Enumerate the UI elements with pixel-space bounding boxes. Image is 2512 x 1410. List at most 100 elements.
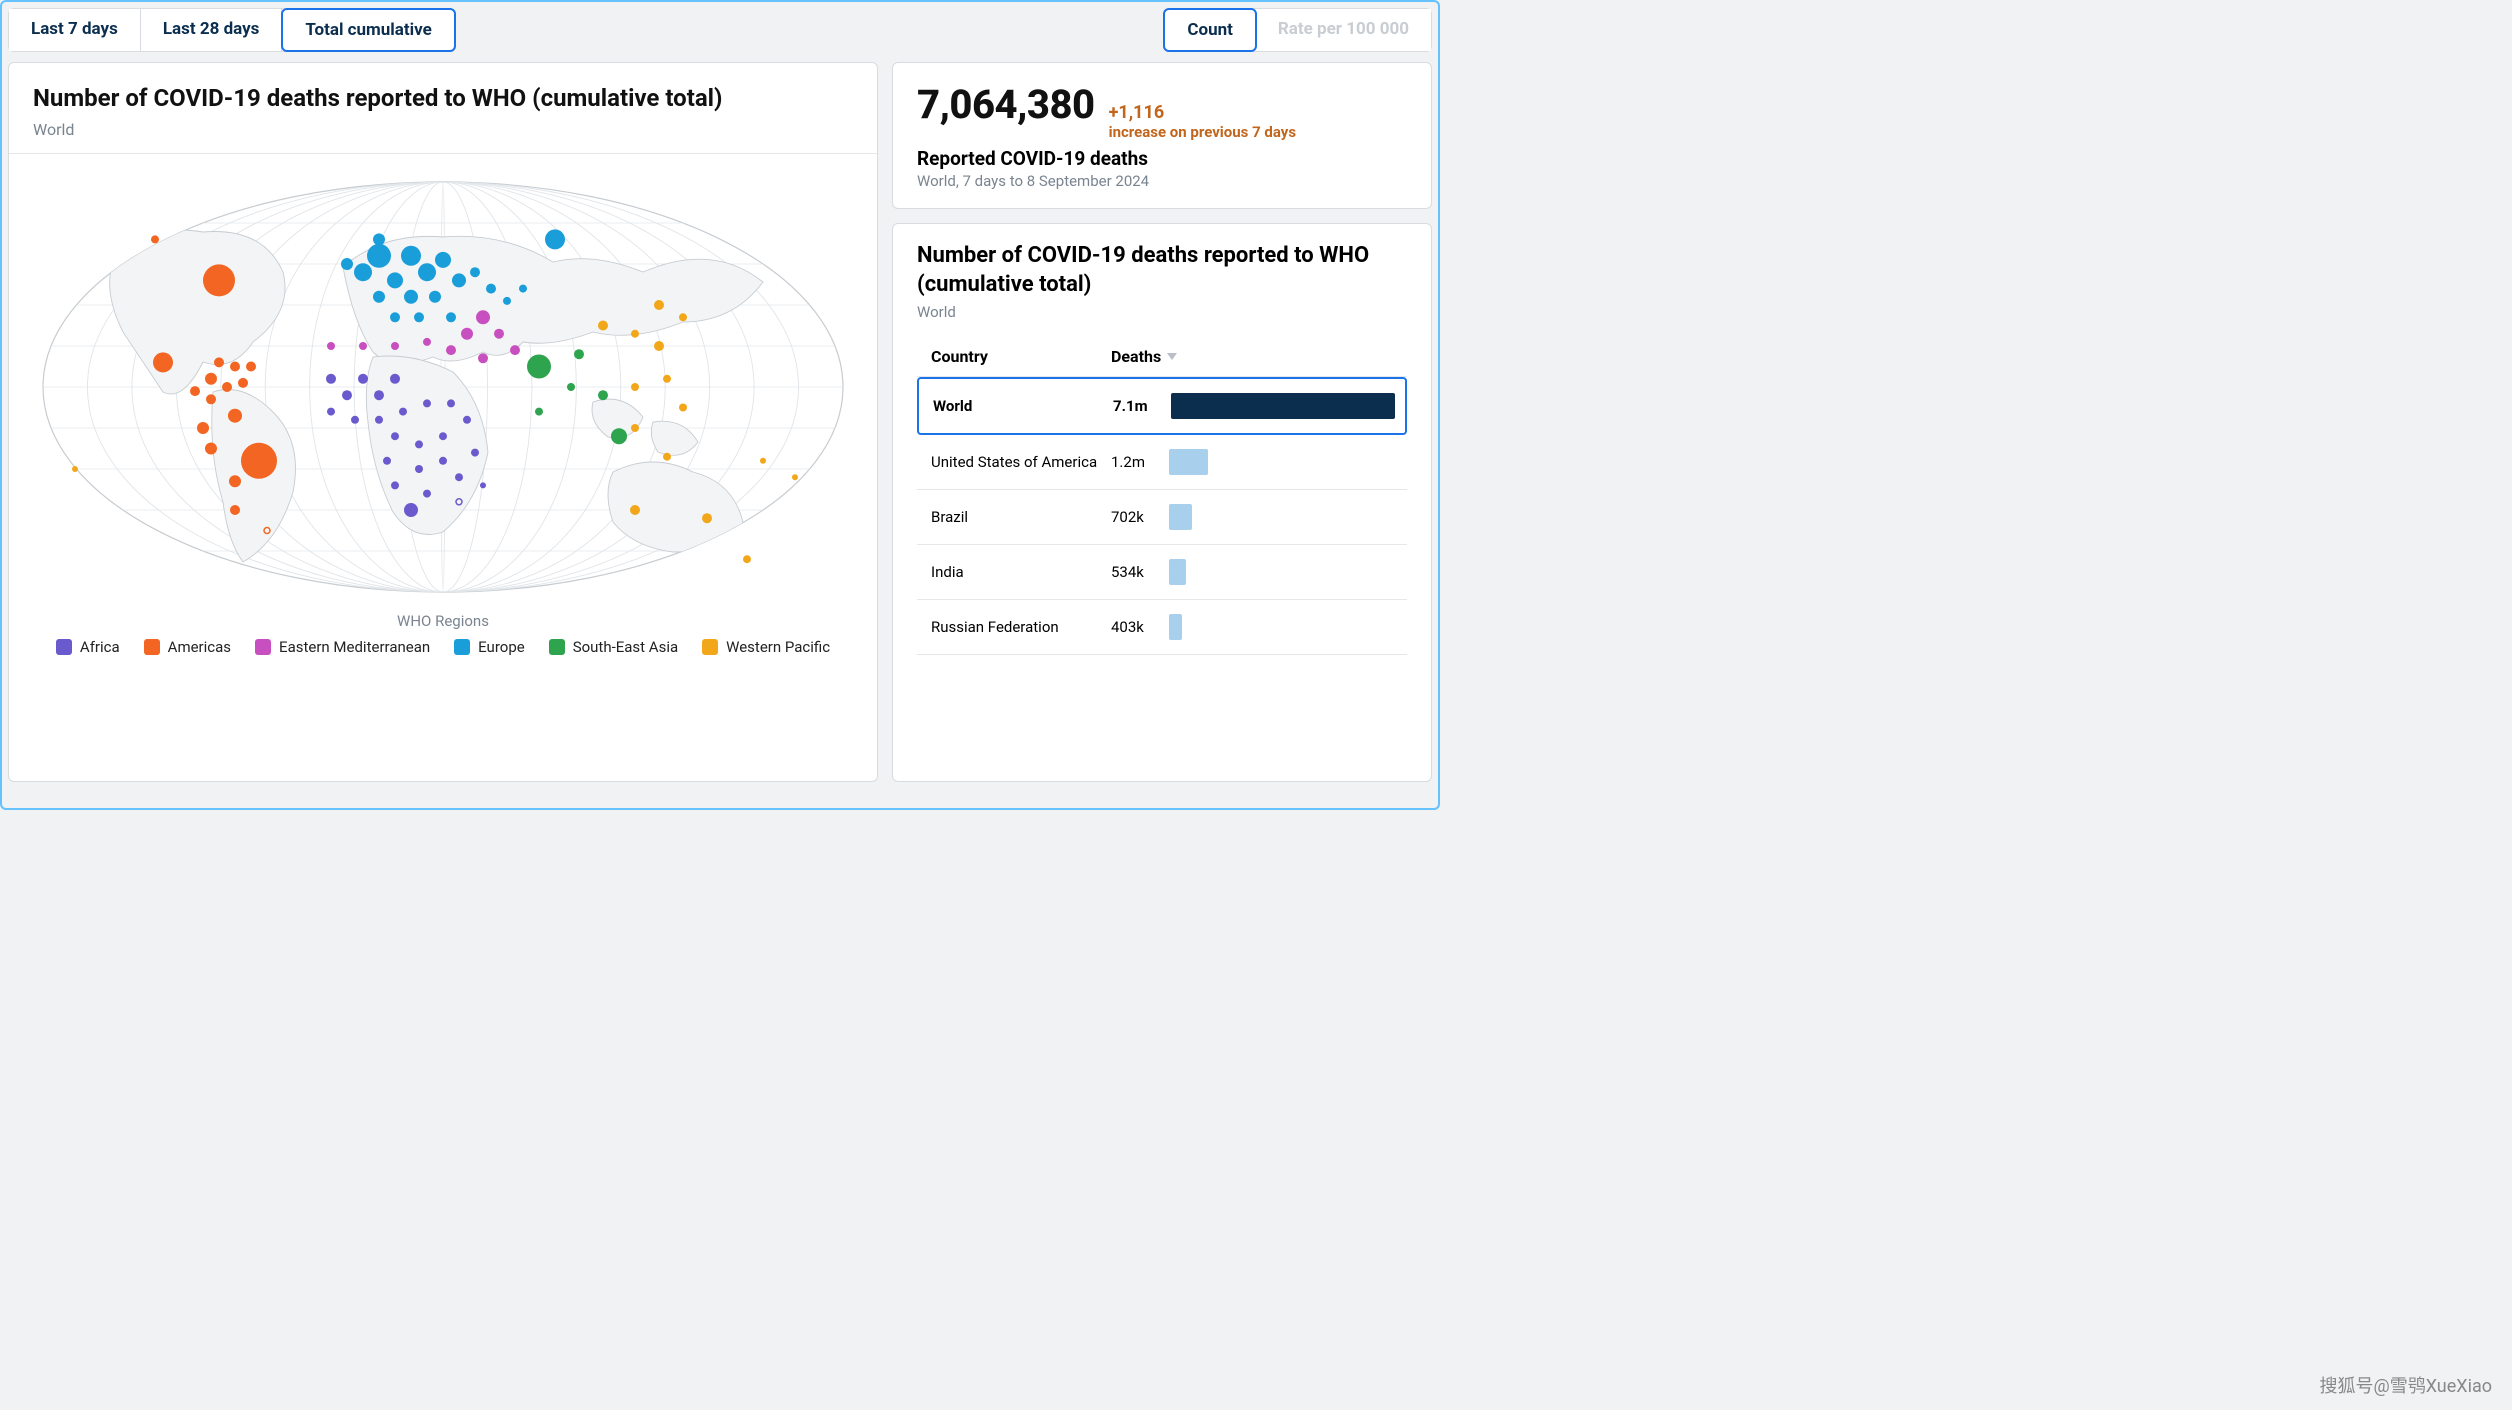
map-bubble[interactable] [631,424,639,432]
map-bubble[interactable] [679,404,687,412]
map-bubble[interactable] [702,513,712,523]
map-bubble[interactable] [743,555,751,563]
map-bubble[interactable] [760,458,766,464]
map-bubble[interactable] [423,490,431,498]
map-bubble[interactable] [598,321,608,331]
map-bubble[interactable] [205,443,217,455]
map-bubble[interactable] [792,474,798,480]
map-bubble[interactable] [494,329,504,339]
map-bubble[interactable] [390,374,400,384]
map-bubble[interactable] [327,408,335,416]
map-bubble[interactable] [535,408,543,416]
map-bubble[interactable] [455,473,463,481]
map-bubble[interactable] [404,503,418,517]
map-bubble[interactable] [391,342,399,350]
map-bubble[interactable] [598,390,608,400]
map-bubble[interactable] [447,400,455,408]
map-bubble[interactable] [510,345,520,355]
map-bubble[interactable] [367,244,391,268]
map-bubble[interactable] [476,310,490,324]
map-bubble[interactable] [391,482,399,490]
map-bubble[interactable] [327,342,335,350]
table-row[interactable]: Brazil702k [917,490,1407,545]
map-bubble[interactable] [519,285,527,293]
map-bubble[interactable] [206,394,216,404]
map-bubble[interactable] [151,236,159,244]
map-bubble[interactable] [203,265,235,297]
map-bubble[interactable] [404,290,418,304]
map-bubble[interactable] [545,230,565,250]
map-bubble[interactable] [679,313,687,321]
map-bubble[interactable] [611,428,627,444]
map-bubble[interactable] [418,263,436,281]
map-bubble[interactable] [446,312,456,322]
map-bubble[interactable] [214,358,224,368]
map-bubble[interactable] [461,328,473,340]
map-bubble[interactable] [190,386,200,396]
map-bubble[interactable] [387,273,403,289]
map-bubble[interactable] [358,374,368,384]
map-bubble[interactable] [326,374,336,384]
map-bubble[interactable] [373,234,385,246]
tab-count[interactable]: Count [1163,8,1257,52]
map-bubble[interactable] [631,383,639,391]
map-bubble[interactable] [452,274,466,288]
map-bubble[interactable] [439,457,447,465]
tab-cumulative[interactable]: Total cumulative [281,8,455,52]
map-bubble[interactable] [351,416,359,424]
table-row[interactable]: Russian Federation403k [917,600,1407,655]
legend-item[interactable]: Western Pacific [702,638,830,656]
th-deaths[interactable]: Deaths [1111,347,1181,366]
map-bubble[interactable] [342,390,352,400]
tab-last7[interactable]: Last 7 days [9,9,141,51]
map-bubble[interactable] [153,353,173,373]
map-bubble[interactable] [197,422,209,434]
map-bubble[interactable] [229,475,241,487]
table-row[interactable]: India534k [917,545,1407,600]
map-bubble[interactable] [630,505,640,515]
world-map[interactable] [33,172,853,602]
map-bubble[interactable] [373,291,385,303]
map-bubble[interactable] [354,263,372,281]
map-bubble[interactable] [527,355,551,379]
map-bubble[interactable] [435,252,451,268]
map-bubble[interactable] [359,342,367,350]
map-bubble[interactable] [391,432,399,440]
map-bubble[interactable] [230,505,240,515]
legend-item[interactable]: Europe [454,638,525,656]
map-bubble[interactable] [654,300,664,310]
map-bubble[interactable] [375,416,383,424]
map-bubble[interactable] [205,373,217,385]
map-bubble[interactable] [390,312,400,322]
map-bubble[interactable] [341,258,353,270]
map-bubble[interactable] [663,375,671,383]
map-bubble[interactable] [401,246,421,266]
map-bubble[interactable] [230,362,240,372]
map-bubble[interactable] [470,267,480,277]
map-bubble[interactable] [383,457,391,465]
map-bubble[interactable] [463,416,471,424]
legend-item[interactable]: Africa [56,638,120,656]
legend-item[interactable]: Eastern Mediterranean [255,638,430,656]
map-bubble[interactable] [222,382,232,392]
map-bubble[interactable] [415,465,423,473]
map-bubble[interactable] [423,400,431,408]
map-bubble[interactable] [429,291,441,303]
map-bubble[interactable] [415,441,423,449]
map-bubble[interactable] [480,483,486,489]
map-bubble[interactable] [446,345,456,355]
map-bubble[interactable] [423,338,431,346]
map-bubble[interactable] [654,341,664,351]
map-bubble[interactable] [471,449,479,457]
map-bubble[interactable] [72,466,78,472]
legend-item[interactable]: South-East Asia [549,638,678,656]
th-country[interactable]: Country [931,347,1111,366]
map-bubble[interactable] [574,349,584,359]
map-bubble[interactable] [228,409,242,423]
table-row[interactable]: World7.1m [917,377,1407,435]
map-bubble[interactable] [246,362,256,372]
map-bubble[interactable] [374,390,384,400]
map-bubble[interactable] [399,408,407,416]
table-row[interactable]: United States of America1.2m [917,435,1407,490]
map-bubble[interactable] [439,432,447,440]
